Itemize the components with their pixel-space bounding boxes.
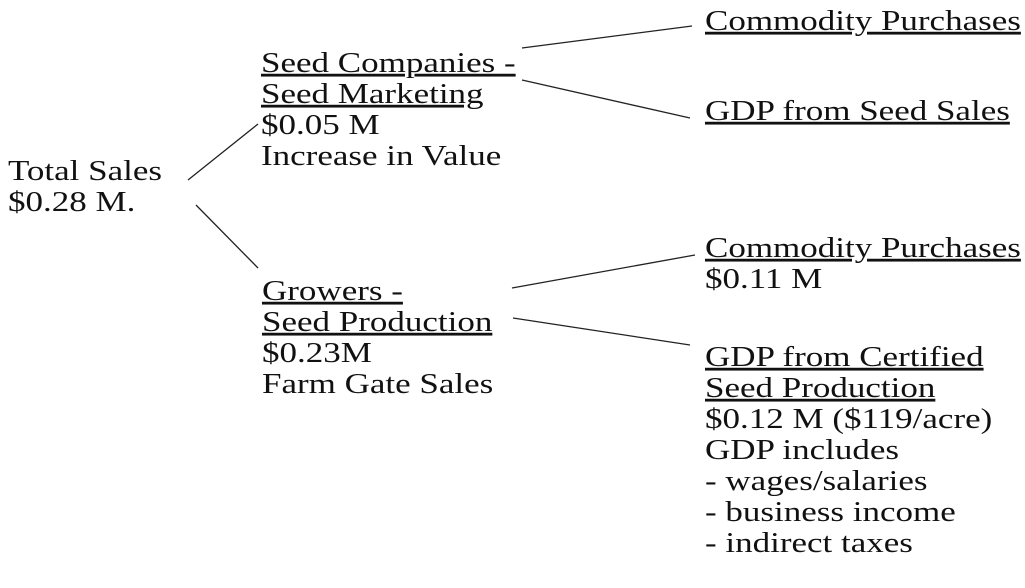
- node-title: Seed Marketing: [261, 78, 484, 109]
- connectors: [187, 25, 696, 346]
- node-detail: Increase in Value: [261, 140, 501, 171]
- labels: Total Sales$0.28 M.Seed Companies -Seed …: [8, 5, 1021, 558]
- node-title: Growers -: [262, 275, 403, 306]
- node-title: Seed Production: [262, 306, 493, 337]
- node-title: Commodity Purchases: [705, 232, 1021, 263]
- node-detail: GDP includes: [705, 434, 899, 465]
- node-detail: Farm Gate Sales: [262, 368, 493, 399]
- node-detail: $0.05 M: [261, 109, 380, 140]
- node-title: GDP from Seed Sales: [705, 95, 1010, 126]
- connector: [512, 317, 691, 346]
- node-title: GDP from Certified: [705, 341, 984, 372]
- connector: [195, 204, 259, 269]
- connector: [511, 254, 696, 289]
- node-detail: - business income: [705, 496, 956, 527]
- node-title: Seed Companies -: [261, 47, 516, 78]
- connector: [521, 25, 693, 49]
- node-detail: $0.12 M ($119/acre): [705, 403, 992, 434]
- node-detail: $0.23M: [262, 337, 372, 368]
- node-detail: $0.11 M: [705, 263, 822, 294]
- node-detail: - wages/salaries: [705, 465, 928, 496]
- node-title: Total Sales: [8, 155, 162, 186]
- connector: [187, 123, 259, 181]
- node-title: Commodity Purchases: [705, 5, 1021, 36]
- node-title: Seed Production: [705, 372, 936, 403]
- node-detail: - indirect taxes: [705, 527, 913, 558]
- node-title: $0.28 M.: [8, 186, 135, 217]
- connector: [521, 79, 691, 119]
